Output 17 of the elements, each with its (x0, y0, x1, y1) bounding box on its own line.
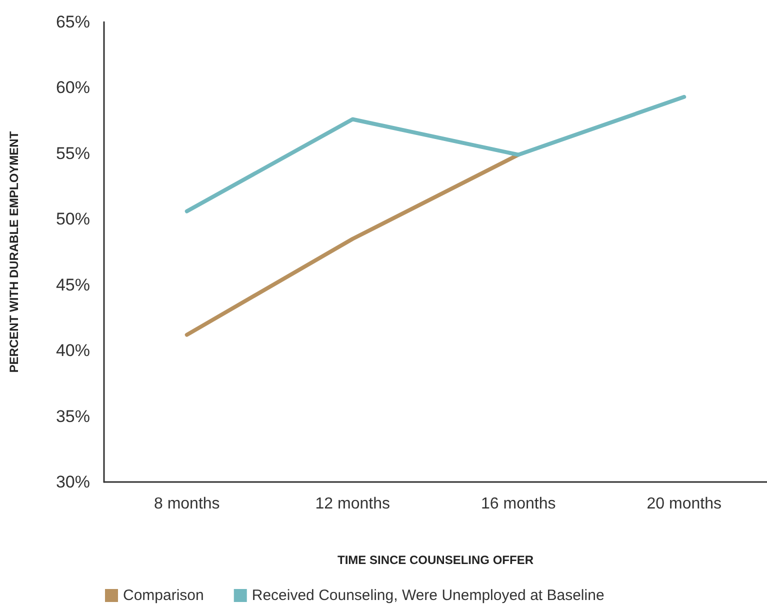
y-tick-label: 55% (56, 144, 90, 163)
legend-label: Received Counseling, Were Unemployed at Baseline (252, 587, 604, 604)
x-tick-label: 8 months (154, 496, 220, 512)
y-tick-label: 65% (56, 12, 90, 32)
x-tick-label: 16 months (481, 496, 556, 512)
y-tick-label: 45% (56, 275, 90, 294)
y-tick-label: 35% (56, 406, 90, 426)
x-tick-label: 12 months (315, 496, 390, 512)
y-tick-label: 40% (56, 341, 90, 360)
x-tick-label: 20 months (646, 496, 722, 512)
y-axis-title: PERCENT WITH DURABLE EMPLOYMENT (7, 130, 21, 373)
x-axis-title: TIME SINCE COUNSELING OFFER (337, 553, 534, 567)
y-tick-label: 60% (56, 78, 90, 98)
y-tick-label: 30% (56, 472, 90, 492)
y-tick-label: 50% (56, 210, 90, 229)
legend-label: Comparison (123, 587, 204, 604)
line-series (184, 94, 686, 214)
